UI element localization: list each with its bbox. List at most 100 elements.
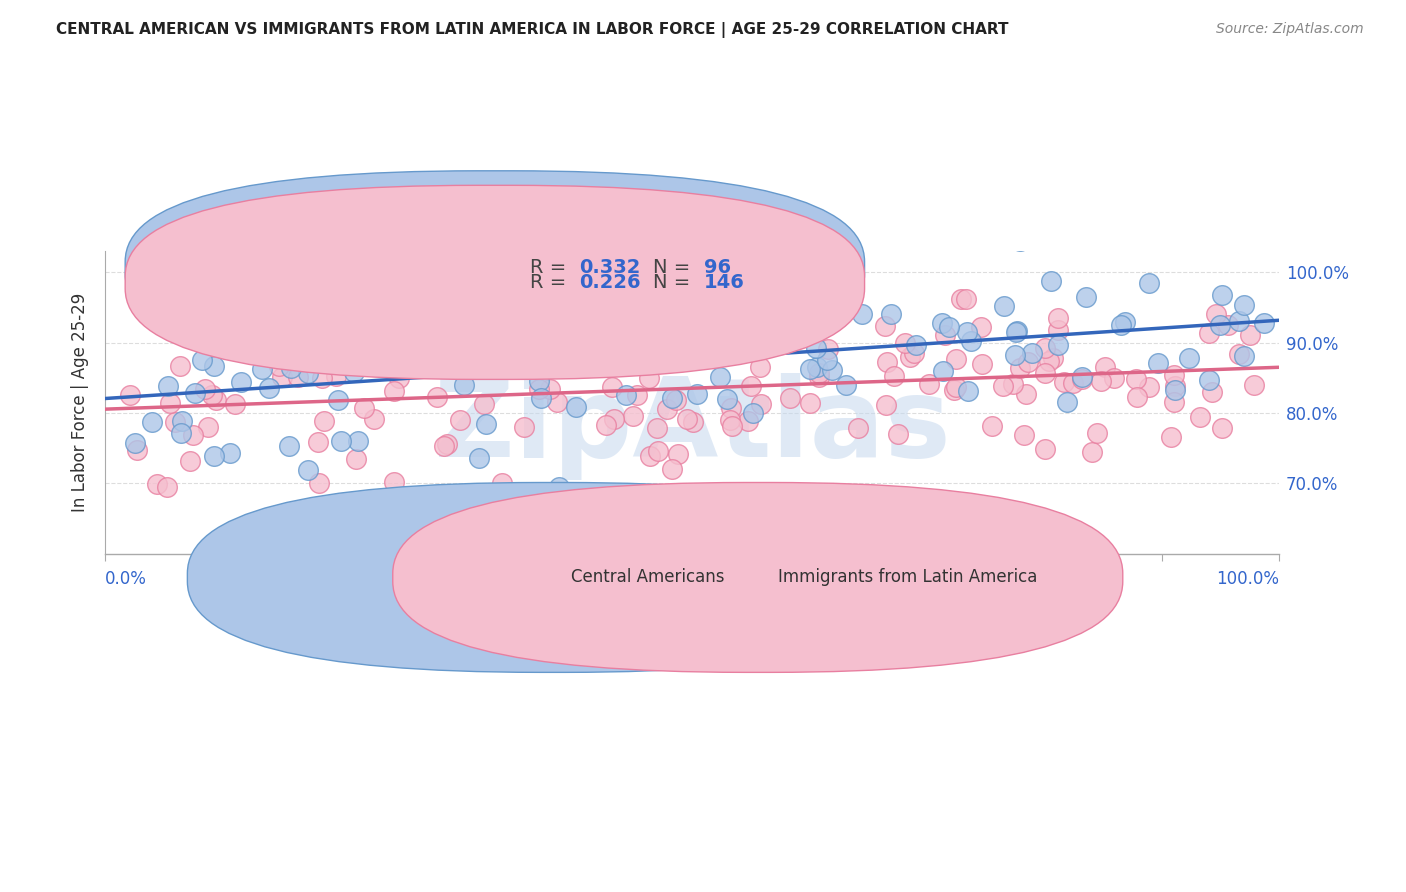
Point (1147, 356, 1170, 370)
Point (1211, 288, 1233, 302)
Point (159, 396, 181, 410)
Point (1033, 341, 1056, 355)
Point (250, 361, 273, 376)
Point (477, 325, 499, 339)
Point (806, 341, 828, 355)
Point (254, 327, 277, 342)
Point (312, 414, 335, 428)
Point (472, 355, 495, 369)
Point (415, 311, 437, 326)
Point (1239, 327, 1261, 342)
Point (472, 397, 495, 411)
Point (932, 364, 955, 378)
Point (308, 475, 330, 490)
Point (693, 350, 716, 364)
Point (224, 397, 246, 411)
Point (297, 366, 319, 380)
Point (740, 378, 762, 392)
Point (1243, 377, 1265, 392)
Text: Immigrants from Latin America: Immigrants from Latin America (778, 568, 1038, 586)
Point (388, 370, 411, 384)
Point (846, 421, 869, 435)
Point (172, 413, 194, 427)
Point (426, 390, 449, 404)
Point (343, 365, 366, 379)
Point (529, 382, 551, 396)
Point (165, 415, 187, 429)
Point (1017, 355, 1039, 369)
Point (146, 477, 169, 491)
Point (329, 345, 352, 359)
Point (270, 369, 292, 384)
Point (834, 377, 856, 392)
Point (1042, 351, 1064, 365)
Point (938, 320, 960, 334)
Point (326, 393, 349, 408)
Point (449, 413, 471, 427)
Point (624, 240, 647, 254)
Point (363, 412, 385, 426)
Point (219, 446, 242, 460)
Point (945, 351, 967, 366)
Point (1205, 307, 1227, 321)
Point (491, 475, 513, 490)
Point (270, 340, 292, 354)
Point (817, 352, 839, 367)
Point (1209, 318, 1232, 333)
Point (433, 439, 456, 453)
Point (945, 380, 967, 394)
Point (280, 360, 302, 375)
Point (257, 381, 280, 395)
Point (538, 346, 561, 360)
Point (817, 342, 839, 356)
Text: 0.332: 0.332 (579, 259, 641, 277)
Point (873, 318, 896, 333)
FancyBboxPatch shape (392, 483, 1123, 673)
Point (1040, 274, 1063, 288)
Point (1076, 290, 1098, 304)
Point (749, 397, 772, 411)
Point (467, 358, 489, 372)
Point (564, 400, 586, 414)
Point (637, 370, 659, 384)
Point (1160, 430, 1182, 444)
Point (730, 320, 752, 334)
Point (1046, 311, 1069, 326)
Point (666, 447, 689, 461)
Point (650, 349, 672, 363)
Point (898, 350, 921, 364)
Point (274, 343, 297, 358)
Point (1201, 384, 1223, 399)
Point (353, 401, 375, 416)
Point (718, 413, 741, 427)
Point (382, 384, 405, 398)
Point (191, 353, 214, 368)
Point (498, 274, 520, 288)
Text: R =: R = (530, 273, 572, 292)
Point (1253, 316, 1275, 330)
Point (904, 338, 927, 352)
Point (297, 462, 319, 476)
Point (638, 449, 661, 463)
Point (278, 439, 301, 453)
Point (685, 386, 707, 401)
Point (621, 409, 644, 424)
Point (1033, 366, 1056, 380)
Point (883, 369, 905, 384)
Text: 100.0%: 100.0% (1216, 570, 1279, 588)
Point (492, 339, 515, 353)
Point (312, 333, 335, 347)
Point (1111, 318, 1133, 332)
Point (264, 349, 287, 363)
Point (200, 388, 222, 402)
Point (609, 354, 631, 368)
Point (595, 352, 617, 367)
Point (661, 461, 683, 475)
Point (655, 402, 678, 417)
Point (942, 384, 965, 398)
Point (934, 327, 956, 342)
Point (1033, 442, 1056, 456)
Point (202, 359, 225, 373)
Point (600, 380, 623, 394)
Point (1021, 346, 1043, 360)
